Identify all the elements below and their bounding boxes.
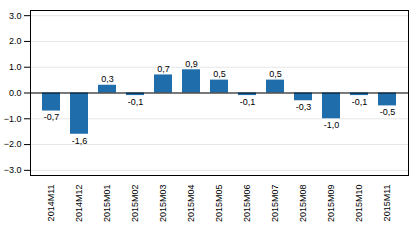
svg-text:2015M06: 2015M06	[242, 185, 252, 223]
svg-text:0,5: 0,5	[269, 69, 282, 79]
svg-text:2015M09: 2015M09	[326, 185, 336, 223]
svg-text:2015M07: 2015M07	[270, 185, 280, 223]
svg-text:0.0: 0.0	[9, 88, 22, 98]
svg-text:-1,6: -1,6	[72, 136, 88, 146]
svg-text:−2.0: −2.0	[4, 139, 22, 149]
svg-text:-0,5: -0,5	[380, 107, 396, 117]
svg-text:2015M01: 2015M01	[102, 185, 112, 223]
svg-text:−1.0: −1.0	[4, 114, 22, 124]
svg-text:0,9: 0,9	[185, 59, 198, 69]
svg-text:3.0: 3.0	[9, 11, 22, 21]
svg-text:2015M02: 2015M02	[130, 185, 140, 223]
svg-text:2015M10: 2015M10	[354, 185, 364, 223]
svg-text:2015M11: 2015M11	[382, 185, 392, 222]
svg-text:1.0: 1.0	[9, 62, 22, 72]
svg-text:2015M03: 2015M03	[158, 185, 168, 223]
svg-text:2015M04: 2015M04	[186, 185, 196, 223]
svg-text:2015M05: 2015M05	[214, 185, 224, 223]
svg-text:-0,7: -0,7	[44, 112, 60, 122]
svg-text:2.0: 2.0	[9, 36, 22, 46]
svg-text:-0,3: -0,3	[296, 102, 312, 112]
svg-text:2014M11: 2014M11	[46, 185, 56, 222]
svg-text:0,7: 0,7	[157, 64, 170, 74]
svg-text:−3.0: −3.0	[4, 165, 22, 175]
svg-text:-0,1: -0,1	[352, 97, 368, 107]
svg-text:-0,1: -0,1	[128, 97, 144, 107]
svg-text:0,3: 0,3	[101, 74, 114, 84]
svg-text:2014M12: 2014M12	[74, 185, 84, 223]
svg-text:2015M08: 2015M08	[298, 185, 308, 223]
svg-text:-1,0: -1,0	[324, 120, 340, 130]
svg-text:-0,1: -0,1	[240, 97, 256, 107]
svg-text:0,5: 0,5	[213, 69, 226, 79]
